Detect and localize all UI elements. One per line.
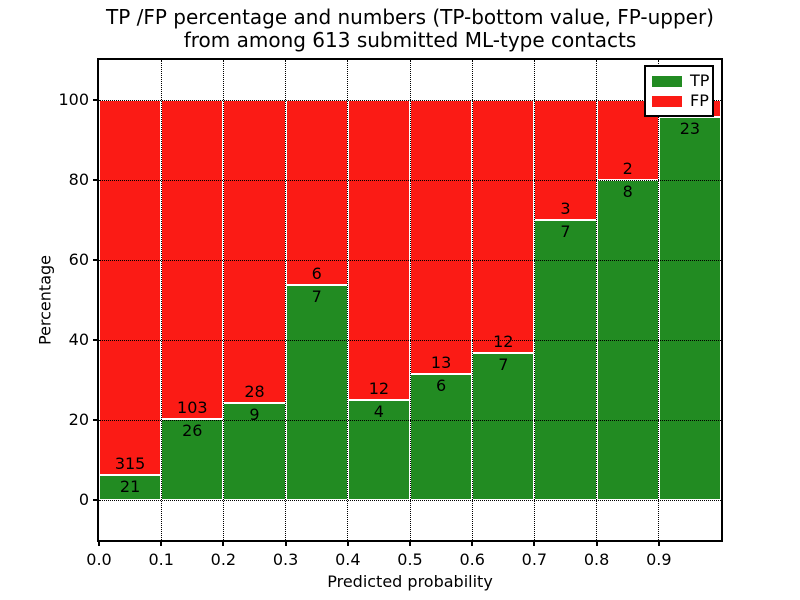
grid-line-vertical — [347, 60, 349, 540]
grid-line-horizontal — [99, 259, 721, 261]
tp-count-label: 23 — [679, 118, 701, 138]
y-tick — [93, 179, 98, 181]
tp-count-label: 26 — [182, 421, 203, 441]
fp-bar-segment — [285, 100, 348, 285]
tp-count-label: 4 — [373, 402, 384, 421]
grid-line-horizontal — [99, 339, 721, 341]
x-tick-label: 0.4 — [335, 550, 361, 569]
x-tick — [533, 541, 536, 546]
tp-count-label: 21 — [119, 477, 141, 496]
plot-area: 315 21 103 26 28 9 6 7 12 4 13 6 12 7 3 7 2 8 23 0.0 0.1 0.2… — [36, 58, 723, 591]
x-tick — [222, 541, 225, 546]
x-tick-label: 0.3 — [272, 550, 299, 569]
fp-bar-segment — [472, 100, 535, 353]
y-tick-label: 60 — [68, 250, 89, 269]
tp-bar-segment — [161, 419, 224, 500]
x-tick — [595, 541, 598, 546]
fp-count-label: 103 — [177, 398, 208, 418]
legend-item-fp: FP — [652, 91, 709, 111]
x-tick-label: 0.0 — [86, 550, 112, 569]
chart-title-line1: TP /FP percentage and numbers (TP-bottom… — [106, 5, 714, 29]
x-tick-label: 0.5 — [397, 550, 423, 569]
x-tick — [98, 541, 100, 546]
y-axis-label: Percentage — [35, 254, 55, 346]
grid-line-vertical — [160, 60, 162, 540]
tp-count-label: 6 — [436, 375, 447, 395]
tp-bar-segment — [534, 220, 597, 500]
x-axis-label: Predicted probability — [327, 572, 493, 591]
grid-line-vertical — [658, 60, 660, 540]
fp-count-label: 2 — [622, 159, 633, 178]
x-tick-label: 0.7 — [521, 550, 548, 569]
x-tick-label: 0.1 — [148, 550, 174, 569]
y-tick — [93, 499, 98, 501]
tp-bar-segment — [99, 475, 162, 500]
grid-line-vertical — [471, 60, 473, 540]
fp-bar-segment — [223, 100, 286, 403]
fp-legend-label: FP — [690, 91, 709, 110]
tp-bar-segment — [223, 402, 286, 500]
fp-legend-swatch — [652, 95, 682, 107]
y-tick — [93, 99, 98, 101]
x-tick-label: 0.8 — [583, 550, 610, 569]
fp-count-label: 28 — [244, 381, 265, 401]
grid-line-vertical — [409, 60, 411, 540]
legend-item-tp: TP — [652, 71, 710, 91]
fp-bar-segment — [347, 100, 410, 400]
x-tick — [471, 541, 474, 546]
tp-bar-segment — [472, 352, 535, 500]
x-tick — [346, 541, 349, 546]
y-tick — [93, 419, 98, 421]
grid-line-vertical — [596, 60, 598, 540]
tp-legend-swatch — [652, 75, 682, 87]
fp-count-label: 12 — [493, 331, 514, 351]
y-tick-label: 0 — [78, 490, 89, 509]
fp-bar-segment — [410, 100, 473, 374]
fp-count-label: 12 — [368, 379, 390, 398]
x-tick-label: 0.9 — [646, 550, 672, 569]
y-tick-label: 40 — [68, 330, 89, 349]
grid-line-vertical — [285, 60, 287, 540]
axis-spine-top — [97, 58, 723, 60]
tp-bar-segment — [658, 116, 721, 500]
tp-count-label: 7 — [560, 222, 571, 241]
grid-line-vertical — [533, 60, 535, 540]
tp-count-label: 8 — [622, 182, 633, 201]
x-tick — [284, 541, 287, 546]
axis-spine-right — [721, 58, 723, 542]
tp-count-label: 7 — [498, 354, 509, 374]
chart-title-line2: from among 613 submitted ML-type contact… — [183, 28, 637, 52]
tp-bar-segment — [347, 400, 410, 500]
grid-line-horizontal — [99, 179, 721, 181]
tp-legend-label: TP — [690, 71, 710, 90]
chart-title: TP /FP percentage and numbers (TP-bottom… — [99, 6, 721, 52]
axis-spine-left — [97, 58, 99, 542]
fp-count-label: 13 — [430, 352, 452, 372]
x-tick-label: 0.6 — [459, 550, 485, 569]
tp-count-label: 7 — [311, 286, 322, 306]
fp-count-label: 3 — [560, 199, 571, 218]
x-tick — [409, 541, 411, 546]
grid-line-vertical — [222, 60, 224, 540]
grid-line-horizontal — [99, 419, 721, 421]
y-tick — [93, 259, 98, 261]
tp-bar-segment — [410, 373, 473, 500]
tp-count-label: 9 — [249, 404, 260, 424]
fp-count-label: 315 — [114, 454, 146, 473]
y-tick-label: 80 — [68, 170, 89, 189]
legend: TP FP — [644, 65, 714, 117]
x-tick — [657, 541, 660, 546]
x-tick-label: 0.2 — [210, 550, 237, 569]
y-tick-label: 20 — [68, 410, 89, 429]
y-tick — [93, 339, 98, 341]
fp-bar-segment — [99, 100, 162, 475]
tp-bar-segment — [285, 284, 348, 500]
grid-line-horizontal — [99, 99, 721, 101]
grid-line-horizontal — [99, 499, 721, 501]
fp-bar-segment — [534, 100, 597, 220]
fp-count-label: 6 — [311, 263, 322, 283]
y-tick-label: 100 — [58, 90, 89, 109]
x-tick — [160, 541, 163, 546]
